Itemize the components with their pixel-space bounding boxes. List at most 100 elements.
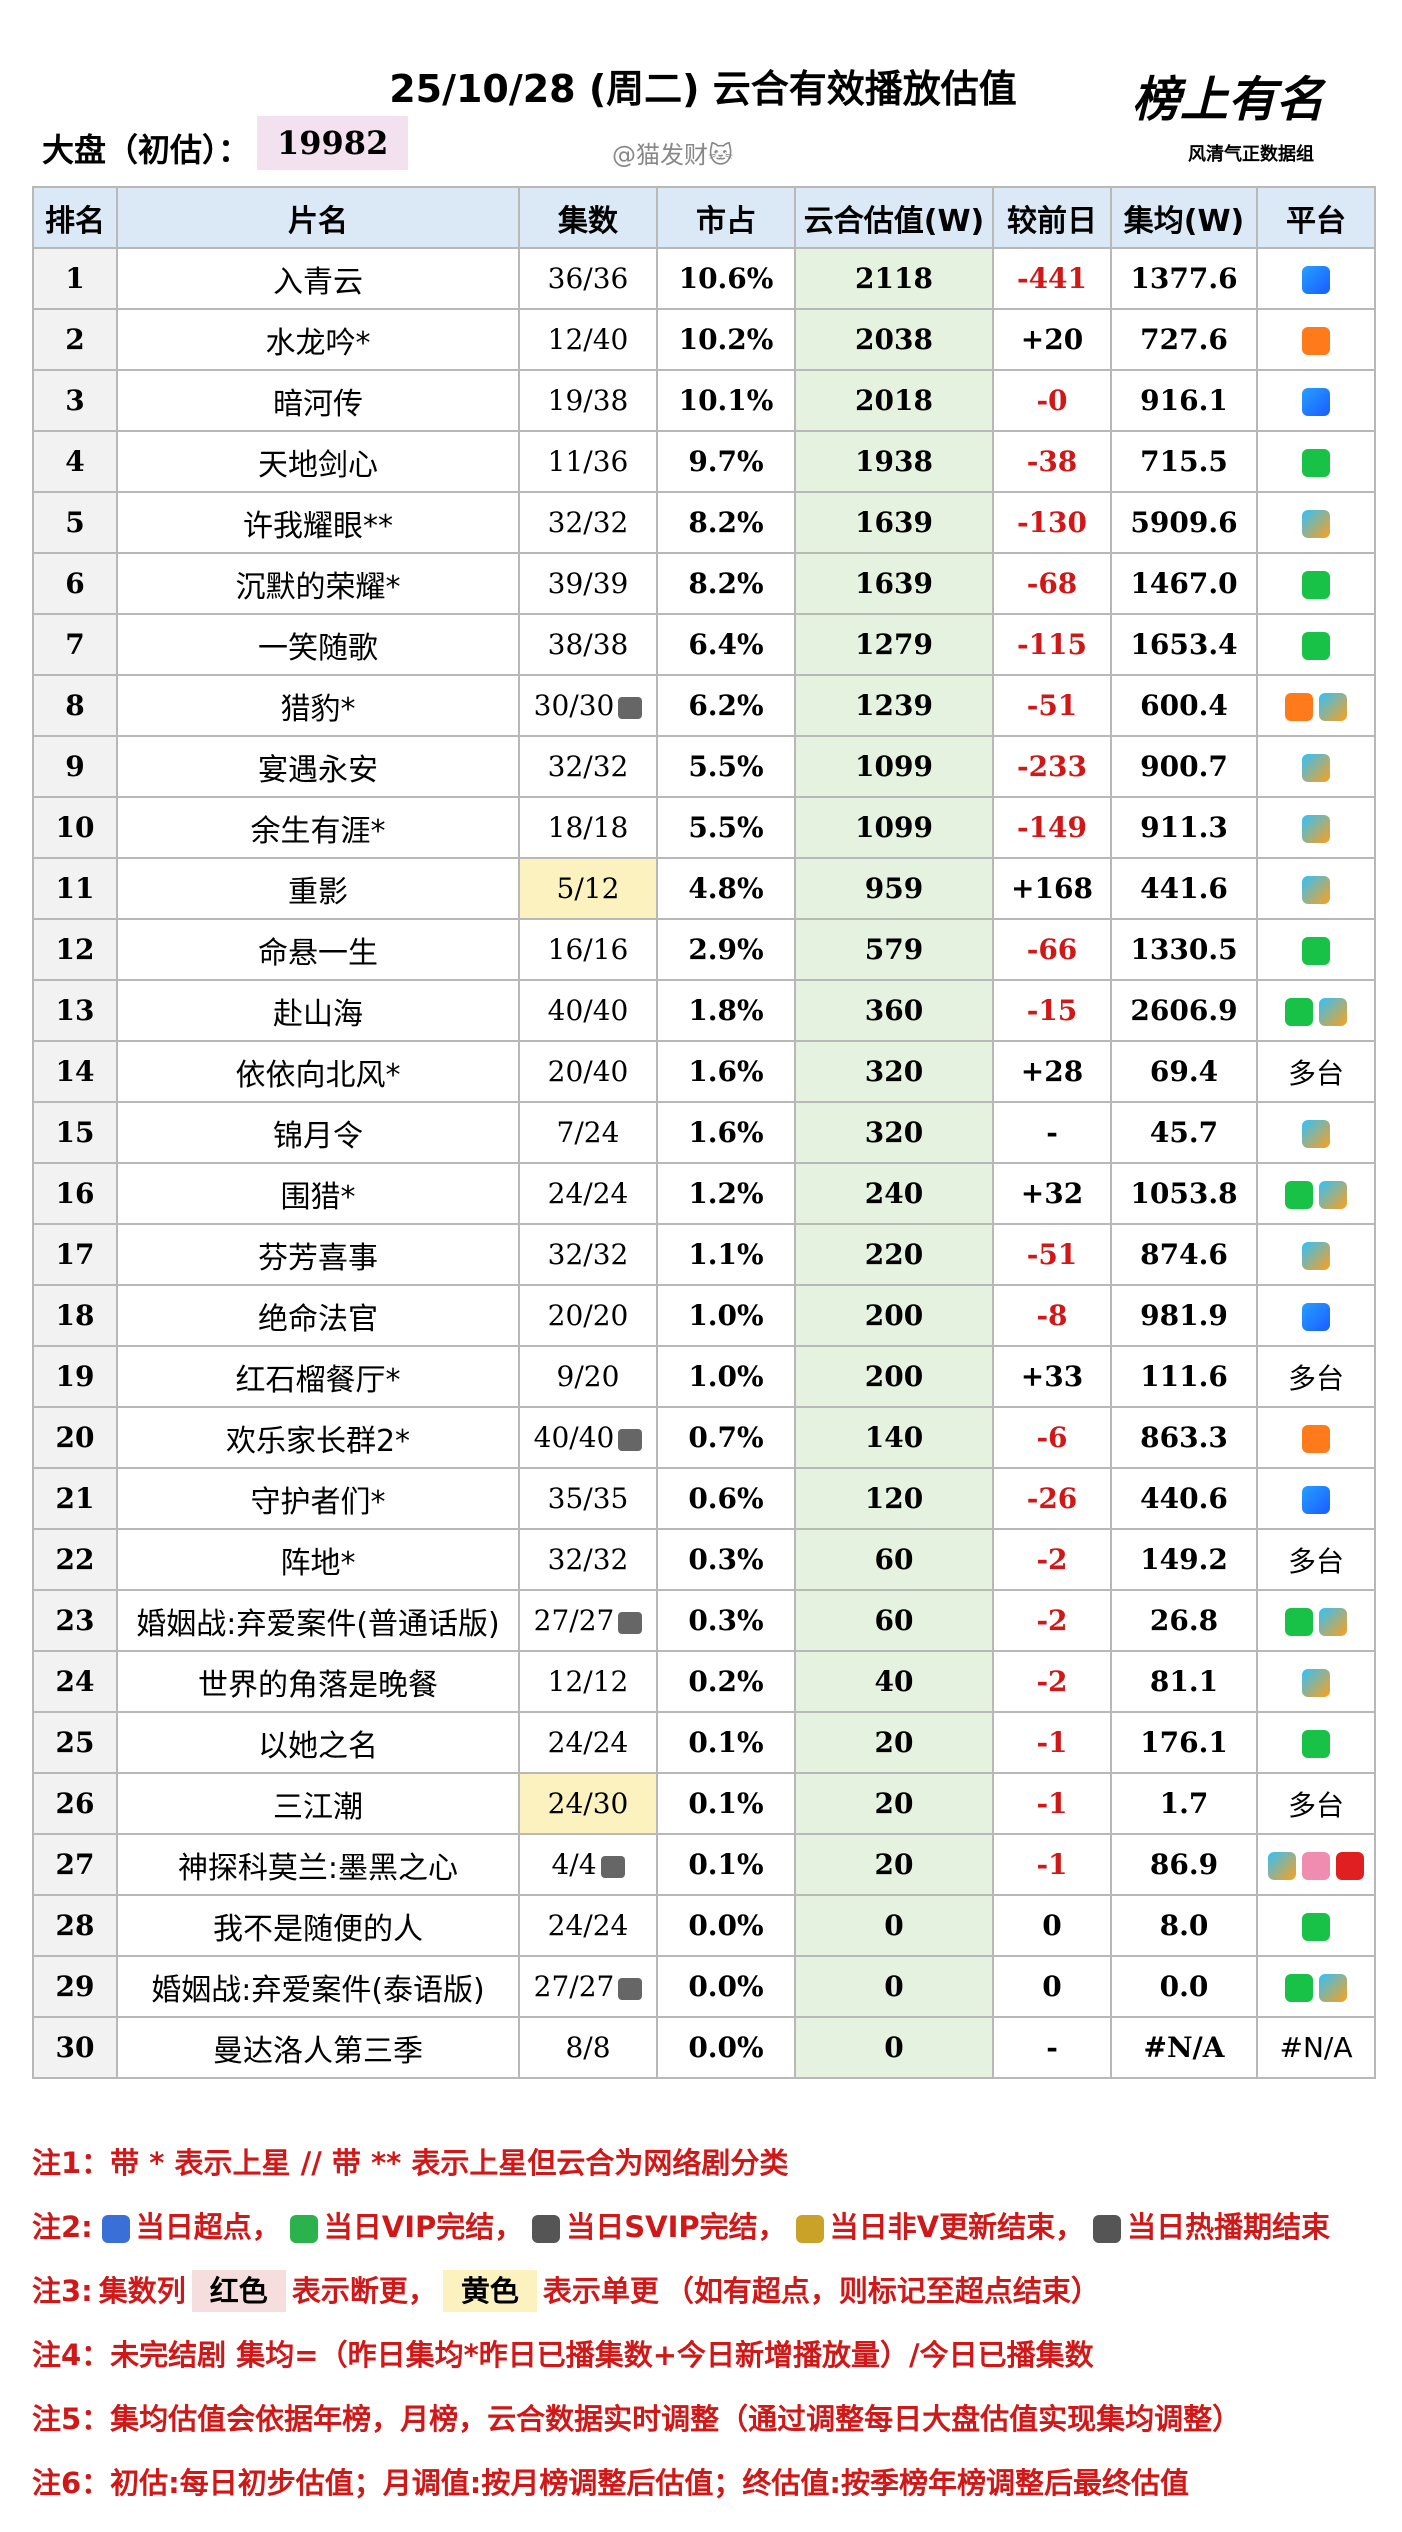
cell: 19/38 bbox=[518, 369, 658, 432]
cell-text: 25 bbox=[55, 1726, 95, 1759]
column-header: 集均(W) bbox=[1110, 186, 1258, 249]
cell-text: 24/30 bbox=[547, 1787, 629, 1820]
cell-text: 多台 bbox=[1287, 1788, 1344, 1822]
cell-text: 36/36 bbox=[547, 262, 629, 295]
cell-text: 579 bbox=[864, 933, 924, 966]
status-icon bbox=[618, 1428, 643, 1451]
cell: 26.8 bbox=[1110, 1589, 1258, 1652]
cell-text: 1099 bbox=[855, 750, 933, 783]
table-row: 26 三江潮 24/30 0.1% 20 -1 1.7 多台 bbox=[32, 1772, 1376, 1835]
cell-text: 60 bbox=[874, 1543, 914, 1576]
cell-text: 30/30 bbox=[533, 689, 615, 722]
title: 25/10/28 (周二) 云合有效播放估值 bbox=[389, 67, 1017, 111]
cell: 20 bbox=[794, 1833, 994, 1896]
cell: 20 bbox=[794, 1772, 994, 1835]
cell-text: 5 bbox=[65, 506, 85, 539]
cell: 阵地* bbox=[116, 1528, 520, 1591]
cell: 2038 bbox=[794, 308, 994, 371]
platform-icon bbox=[1302, 327, 1330, 355]
cell: 3 bbox=[32, 369, 118, 432]
cell-text: 10.2% bbox=[678, 323, 774, 356]
cell: 10.6% bbox=[656, 247, 796, 310]
cell: 神探科莫兰:墨黑之心 bbox=[116, 1833, 520, 1896]
cell-text: 45.7 bbox=[1149, 1116, 1219, 1149]
cell: -8 bbox=[992, 1284, 1112, 1347]
cell: 2.9% bbox=[656, 918, 796, 981]
cell-text: 911.3 bbox=[1140, 811, 1228, 844]
cell: 0.6% bbox=[656, 1467, 796, 1530]
cell: 0 bbox=[794, 1955, 994, 2018]
cell-text: 婚姻战:弃爱案件(普通话版) bbox=[136, 1606, 500, 1642]
cell: 6.2% bbox=[656, 674, 796, 737]
cell-text: 4/4 bbox=[551, 1848, 597, 1881]
cell-text: 8/8 bbox=[565, 2031, 611, 2064]
cell-text: 20 bbox=[874, 1726, 914, 1759]
cell-text: 81.1 bbox=[1149, 1665, 1219, 1698]
cell: 149.2 bbox=[1110, 1528, 1258, 1591]
cell-text: 9.7% bbox=[688, 445, 764, 478]
cell-text: 9/20 bbox=[556, 1360, 620, 1393]
cell-text: 1.6% bbox=[688, 1116, 764, 1149]
cell: 11 bbox=[32, 857, 118, 920]
cell: 0.1% bbox=[656, 1772, 796, 1835]
cell: 320 bbox=[794, 1040, 994, 1103]
cell-text: 15 bbox=[55, 1116, 95, 1149]
cell-text: 9 bbox=[65, 750, 85, 783]
cell-text: 21 bbox=[55, 1482, 95, 1515]
market-label: 大盘（初估）： bbox=[42, 131, 251, 169]
cell: 围猎* bbox=[116, 1162, 520, 1225]
cell-text: 1053.8 bbox=[1130, 1177, 1238, 1210]
table-row: 17 芬芳喜事 32/32 1.1% 220 -51 874.6 bbox=[32, 1223, 1376, 1286]
cell-text: 29 bbox=[55, 1970, 95, 2003]
note-text: 当日VIP完结， bbox=[323, 2210, 524, 2244]
column-header: 片名 bbox=[116, 186, 520, 249]
cell-text: -1 bbox=[1036, 1848, 1068, 1881]
cell: 20 bbox=[794, 1711, 994, 1774]
cell-text: 18/18 bbox=[547, 811, 629, 844]
cell-text: 20 bbox=[55, 1421, 95, 1454]
cell: 入青云 bbox=[116, 247, 520, 310]
cell-text: 2118 bbox=[855, 262, 933, 295]
note-text: 红色 bbox=[191, 2270, 286, 2312]
cell-text: 0.1% bbox=[688, 1848, 764, 1881]
cell-text: -51 bbox=[1026, 689, 1078, 722]
cell: 1.7 bbox=[1110, 1772, 1258, 1835]
cell: 17 bbox=[32, 1223, 118, 1286]
note: 注2: 当日超点， 当日VIP完结， 当日SVIP完结， 当日非V更新结束， 当日热播期结… bbox=[32, 2204, 1392, 2268]
cell-text: 3 bbox=[65, 384, 85, 417]
cell-text: 24/24 bbox=[547, 1909, 629, 1942]
cell-text: #N/A bbox=[1143, 2031, 1225, 2064]
cell: 19 bbox=[32, 1345, 118, 1408]
cell: 0.3% bbox=[656, 1589, 796, 1652]
logo-sub: 风清气正数据组 bbox=[1188, 144, 1314, 165]
cell-text: - bbox=[1046, 2031, 1058, 2064]
column-header: 市占 bbox=[656, 186, 796, 249]
cell: - bbox=[992, 1101, 1112, 1164]
table-row: 29 婚姻战:弃爱案件(泰语版) 27/27 0.0% 0 0 0.0 bbox=[32, 1955, 1376, 2018]
cell-text: 5.5% bbox=[688, 811, 764, 844]
platform-icon bbox=[1319, 693, 1347, 721]
cell-text: 三江潮 bbox=[273, 1789, 363, 1825]
cell-text: 20/20 bbox=[547, 1299, 629, 1332]
cell-text: 10.1% bbox=[678, 384, 774, 417]
cell-text: 0.0% bbox=[688, 2031, 764, 2064]
cell: 猎豹* bbox=[116, 674, 520, 737]
cell: 24 bbox=[32, 1650, 118, 1713]
cell-text: 11 bbox=[55, 872, 95, 905]
cell-text: 24/24 bbox=[547, 1726, 629, 1759]
cell: 69.4 bbox=[1110, 1040, 1258, 1103]
cell: -2 bbox=[992, 1528, 1112, 1591]
cell: 赴山海 bbox=[116, 979, 520, 1042]
cell: 0.7% bbox=[656, 1406, 796, 1469]
table-row: 13 赴山海 40/40 1.8% 360 -15 2606.9 bbox=[32, 979, 1376, 1042]
cell: 2018 bbox=[794, 369, 994, 432]
platform-icon bbox=[1285, 693, 1313, 721]
status-icon bbox=[618, 696, 643, 719]
platform-icon bbox=[1302, 815, 1330, 843]
cell-text: 1639 bbox=[855, 506, 933, 539]
cell: 23 bbox=[32, 1589, 118, 1652]
cell-text: +32 bbox=[1020, 1177, 1084, 1210]
cell bbox=[1256, 796, 1376, 859]
cell-text: 1099 bbox=[855, 811, 933, 844]
note-icon bbox=[532, 2215, 561, 2243]
